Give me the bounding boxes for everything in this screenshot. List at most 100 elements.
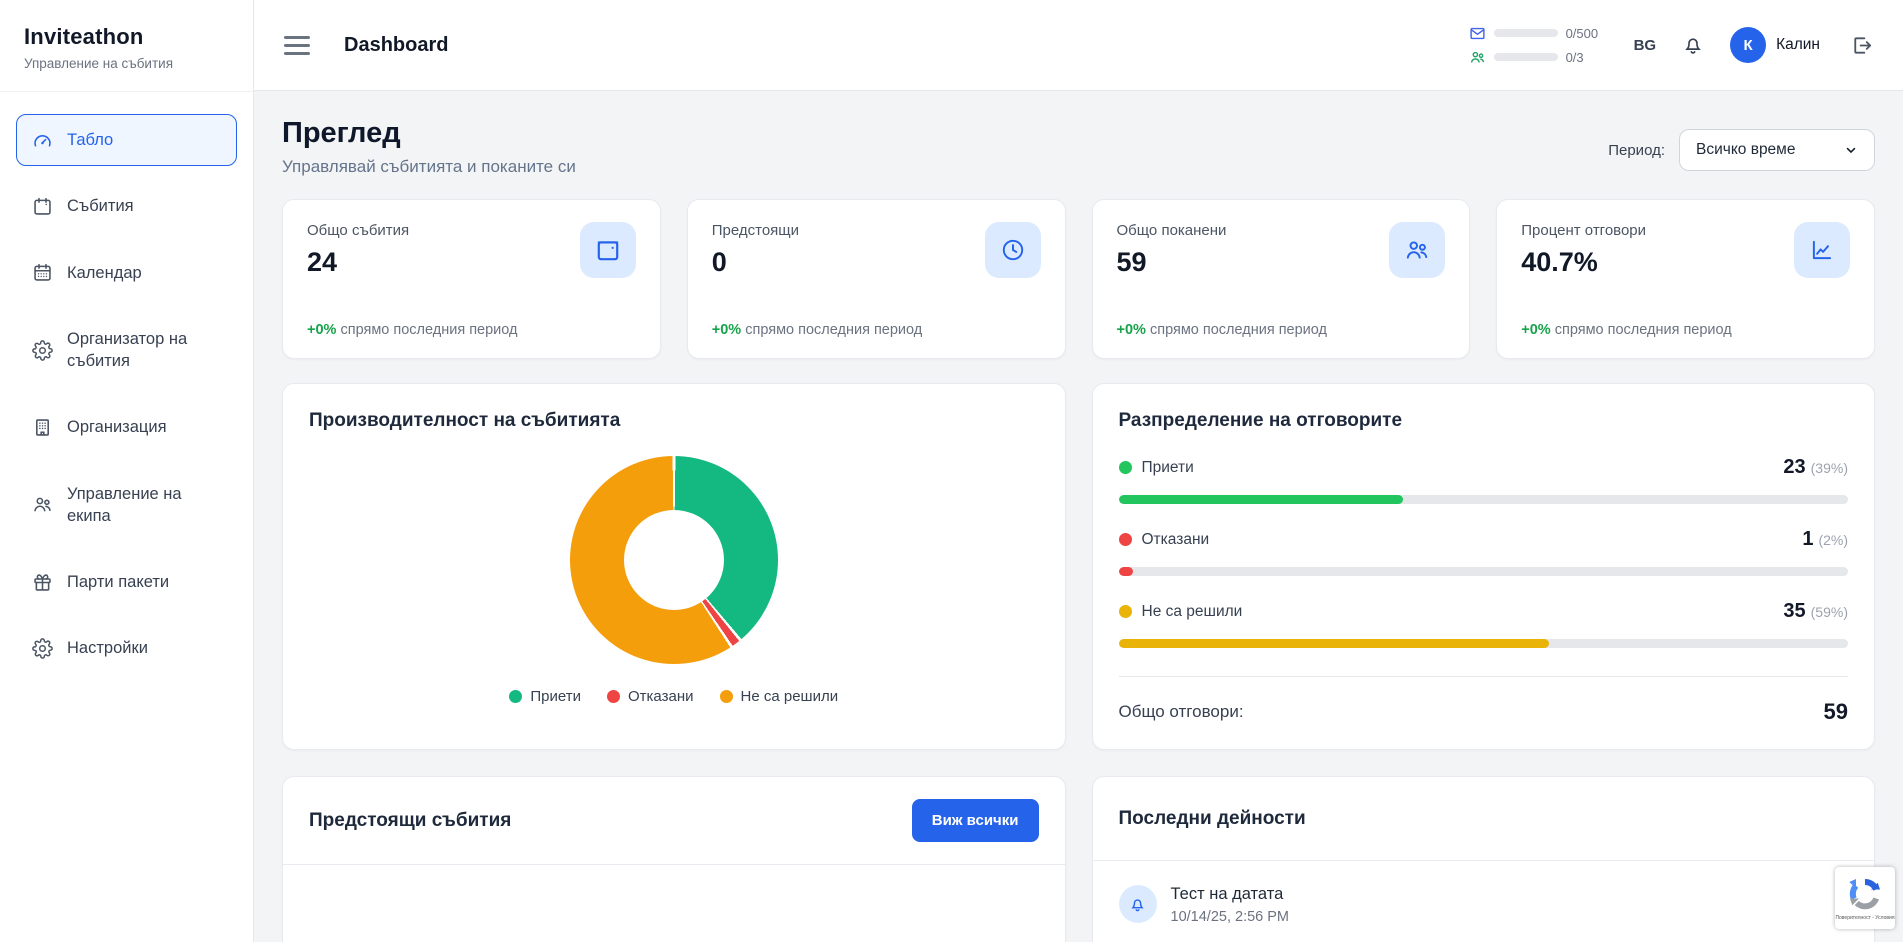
legend-item-declined: Отказани <box>607 688 694 705</box>
distribution-total: Общо отговори: 59 <box>1118 699 1849 724</box>
stat-label: Процент отговори <box>1521 222 1647 239</box>
calendar-icon <box>579 222 636 278</box>
calendar-grid-icon <box>31 262 53 283</box>
stat-delta: +0% спрямо последния период <box>307 322 518 338</box>
team-progress-bar <box>1493 53 1558 61</box>
sidebar-item-settings[interactable]: Настройки <box>16 622 237 674</box>
stat-card-total-events: Общо събития 24 +0% спрямо последния пер… <box>282 199 661 359</box>
donut-legend: Приети Отказани Не са решили <box>509 688 838 705</box>
sidebar-item-party-packages[interactable]: Парти пакети <box>16 556 237 608</box>
sidebar-item-team-management[interactable]: Управление на екипа <box>16 468 237 543</box>
activity-date: 10/14/25, 2:56 PM <box>1170 909 1290 925</box>
stat-card-response-rate: Процент отговори 40.7% +0% спрямо послед… <box>1496 199 1875 359</box>
users-icon <box>1469 49 1486 66</box>
stat-delta: +0% спрямо последния период <box>1116 322 1328 338</box>
response-distribution-panel: Разпределение на отговорите Приети 23 (3… <box>1091 383 1875 750</box>
stat-value: 59 <box>1116 247 1147 277</box>
page-header-title: Dashboard <box>344 33 449 56</box>
recent-activities-panel: Последни дейности Тест на датата 10/14/2… <box>1091 776 1875 942</box>
sidebar-item-organization[interactable]: Организация <box>16 401 237 453</box>
sidebar-item-label: Събития <box>67 197 134 216</box>
stat-value: 40.7% <box>1521 247 1598 277</box>
avatar: К <box>1730 27 1767 63</box>
app-name: Inviteathon <box>24 24 144 49</box>
distribution-row-undecided: Не са решили 35 (59%) <box>1118 600 1848 648</box>
clock-icon <box>984 222 1041 278</box>
logout-icon[interactable] <box>1850 34 1873 57</box>
legend-dot <box>509 690 523 703</box>
period-select[interactable]: Всичко време <box>1679 129 1875 171</box>
progress-bar <box>1118 567 1848 576</box>
stat-delta: +0% спрямо последния период <box>1521 322 1732 338</box>
legend-dot <box>719 690 733 703</box>
distribution-row-accepted: Приети 23 (39%) <box>1118 456 1848 504</box>
status-dot <box>1118 533 1132 546</box>
sidebar-item-calendar[interactable]: Календар <box>16 247 237 299</box>
sidebar-item-event-organizer[interactable]: Организатор на събития <box>16 313 237 388</box>
recaptcha-caption: Поверителност - Условия <box>1835 914 1895 921</box>
sidebar-item-label: Табло <box>67 131 114 149</box>
page-title: Преглед <box>282 117 401 149</box>
gear-icon <box>31 638 53 659</box>
stat-delta: +0% спрямо последния период <box>711 322 923 338</box>
quota-messages: 0/500 <box>1469 25 1608 42</box>
quota-indicators: 0/500 0/3 <box>1469 25 1608 66</box>
period-select-value: Всичко време <box>1696 141 1796 158</box>
user-menu[interactable]: К Калин <box>1730 27 1820 63</box>
legend-item-accepted: Приети <box>509 688 581 705</box>
recaptcha-badge[interactable]: Поверителност - Условия <box>1835 867 1895 929</box>
envelope-icon <box>1469 25 1486 42</box>
panel-title: Последни дейности <box>1118 807 1306 829</box>
gauge-icon <box>31 130 53 151</box>
recaptcha-logo-icon <box>1847 876 1883 912</box>
menu-toggle-icon[interactable] <box>284 31 310 60</box>
page-head: Преглед Управлявай събитията и поканите … <box>282 117 1875 177</box>
chevron-down-icon <box>1844 143 1858 157</box>
stat-label: Общо поканени <box>1116 222 1227 239</box>
bell-icon <box>1118 885 1157 923</box>
panel-title: Предстоящи събития <box>309 809 512 831</box>
chart-line-icon <box>1794 222 1850 278</box>
sidebar-item-label: Календар <box>67 263 142 282</box>
users-icon <box>1389 222 1446 278</box>
calendar-icon <box>31 196 53 217</box>
status-dot <box>1118 605 1132 618</box>
legend-item-undecided: Не са решили <box>719 688 838 705</box>
donut-chart <box>569 456 778 664</box>
messages-quota-text: 0/500 <box>1565 25 1599 41</box>
sidebar-item-label: Настройки <box>67 639 148 658</box>
sidebar-item-events[interactable]: Събития <box>16 180 237 232</box>
brand: Inviteathon Управление на събития <box>0 0 253 92</box>
upcoming-events-panel: Предстоящи събития Виж всички <box>282 776 1066 942</box>
stat-label: Предстоящи <box>711 222 800 239</box>
page-subtitle: Управлявай събитията и поканите си <box>282 157 576 176</box>
status-dot <box>1118 461 1132 474</box>
upcoming-events-body <box>283 865 1065 885</box>
sidebar-item-label: Организатор на събития <box>67 329 188 371</box>
sidebar-nav: Табло Събития Календар Организатор на съ… <box>0 92 253 711</box>
stat-value: 0 <box>711 247 727 277</box>
topbar: Dashboard 0/500 0/3 BG <box>254 0 1903 91</box>
event-performance-panel: Производителност на събитията Приети Отк… <box>282 383 1066 750</box>
progress-bar <box>1118 639 1848 648</box>
activity-item: Тест на датата 10/14/25, 2:56 PM <box>1118 871 1849 939</box>
notifications-bell-icon[interactable] <box>1682 34 1704 56</box>
view-all-button[interactable]: Виж всички <box>911 799 1039 842</box>
stat-card-upcoming: Предстоящи 0 +0% спрямо последния период <box>686 199 1066 359</box>
activity-title: Тест на датата <box>1170 885 1284 903</box>
sidebar-item-dashboard[interactable]: Табло <box>16 114 237 167</box>
app-tagline: Управление на събития <box>24 56 174 71</box>
team-quota-text: 0/3 <box>1565 49 1584 65</box>
panel-title: Разпределение на отговорите <box>1118 410 1403 431</box>
legend-dot <box>607 690 620 703</box>
users-icon <box>31 494 53 515</box>
distribution-row-declined: Отказани 1 (2%) <box>1118 528 1848 576</box>
building-icon <box>31 417 53 438</box>
stat-label: Общо събития <box>307 222 410 239</box>
quota-team: 0/3 <box>1469 49 1608 66</box>
gear-icon <box>31 339 53 361</box>
period-label: Период: <box>1608 141 1665 159</box>
sidebar-item-label: Парти пакети <box>67 573 170 592</box>
language-switcher[interactable]: BG <box>1633 36 1657 54</box>
divider <box>1118 676 1848 677</box>
